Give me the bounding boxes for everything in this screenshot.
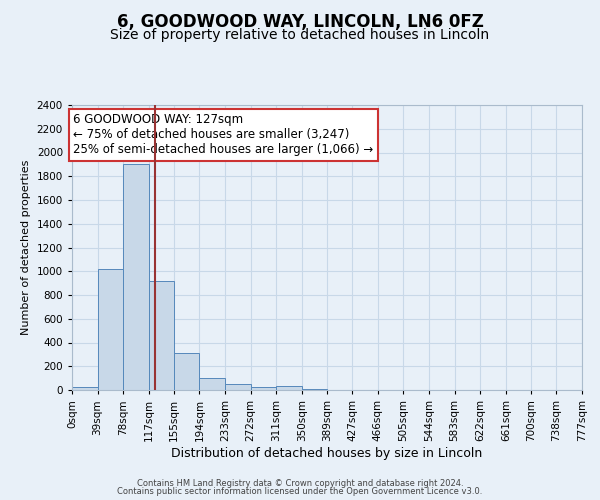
Text: 6, GOODWOOD WAY, LINCOLN, LN6 0FZ: 6, GOODWOOD WAY, LINCOLN, LN6 0FZ bbox=[116, 12, 484, 30]
Bar bbox=[123, 164, 149, 390]
Text: Contains HM Land Registry data © Crown copyright and database right 2024.: Contains HM Land Registry data © Crown c… bbox=[137, 478, 463, 488]
X-axis label: Distribution of detached houses by size in Lincoln: Distribution of detached houses by size … bbox=[172, 446, 482, 460]
Bar bbox=[302, 389, 328, 390]
Text: Contains public sector information licensed under the Open Government Licence v3: Contains public sector information licen… bbox=[118, 487, 482, 496]
Bar bbox=[276, 386, 302, 390]
Bar bbox=[174, 352, 199, 390]
Text: Size of property relative to detached houses in Lincoln: Size of property relative to detached ho… bbox=[110, 28, 490, 42]
Bar bbox=[98, 269, 123, 390]
Bar bbox=[149, 281, 174, 390]
Y-axis label: Number of detached properties: Number of detached properties bbox=[21, 160, 31, 335]
Bar bbox=[225, 384, 251, 390]
Text: 6 GOODWOOD WAY: 127sqm
← 75% of detached houses are smaller (3,247)
25% of semi-: 6 GOODWOOD WAY: 127sqm ← 75% of detached… bbox=[73, 114, 374, 156]
Bar bbox=[72, 387, 98, 390]
Bar bbox=[251, 387, 276, 390]
Bar bbox=[199, 378, 225, 390]
